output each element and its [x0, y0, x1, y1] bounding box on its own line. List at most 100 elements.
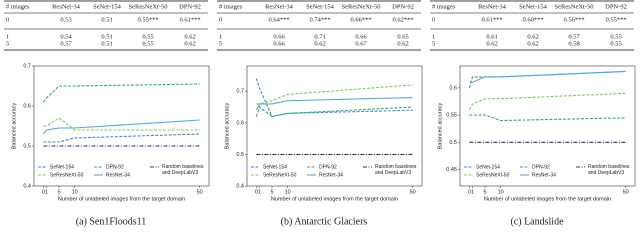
y-tick-label: 0.5: [449, 140, 457, 146]
y-tick-label: 0.55: [446, 113, 457, 119]
table-cell: 0.62: [527, 33, 538, 40]
caption: (c) Landslide: [510, 216, 564, 227]
legend-label: SeNet-154: [263, 164, 287, 170]
series-line: [255, 97, 413, 111]
series-line: [43, 117, 200, 131]
y-tick-label: 0.45: [446, 167, 457, 173]
y-tick-label: 0.6: [23, 103, 31, 109]
table-cell: 0.60***: [522, 16, 543, 23]
table-header: SeResNeXt-50: [555, 3, 594, 10]
table-cell: 0.51: [101, 40, 112, 47]
table-cell: 5: [6, 40, 9, 47]
table-header: SeNet-154: [306, 3, 335, 10]
table-header: ResNet-34: [265, 3, 294, 10]
series-line: [255, 78, 413, 118]
table-cell: 5: [219, 40, 222, 47]
table-cell: 0: [432, 16, 435, 23]
table-cell: 0.62: [486, 40, 497, 47]
legend-label: DPN-92: [319, 164, 337, 170]
table-header: SeResNeXt-50: [129, 3, 168, 10]
table-cell: 0.62: [527, 40, 538, 47]
table-header: ResNet-34: [478, 3, 507, 10]
legend-label: ResNet-34: [319, 172, 343, 178]
table-header: # images: [219, 3, 243, 10]
x-axis-label: Number of unlabeled images from the targ…: [58, 196, 185, 202]
table-cell: 0.54: [60, 33, 72, 40]
y-axis-label: Balanced accuracy: [11, 103, 17, 150]
table-header: DPN-92: [179, 3, 201, 10]
table-cell: 0.53: [60, 16, 71, 23]
y-tick-label: 0.7: [236, 89, 244, 95]
y-axis-label: Balanced accuracy: [224, 103, 230, 150]
table-cell: 0.65: [397, 33, 408, 40]
legend-label: SeResNeXt-50: [263, 172, 297, 178]
y-tick-label: 0.5: [23, 143, 31, 149]
table-cell: 0.64***: [268, 16, 289, 23]
legend-label: SeNet-154: [476, 164, 500, 170]
x-tick-label: 50: [410, 189, 416, 195]
table-cell: 0.66: [273, 33, 285, 40]
x-tick-label: 1: [45, 189, 48, 195]
caption: (a) Sen1Floods11: [76, 216, 146, 227]
x-tick-label: 0: [42, 189, 45, 195]
table-cell: 1: [6, 33, 9, 40]
table-cell: 1: [219, 33, 222, 40]
caption: (b) Antarctic Glaciers: [281, 216, 368, 227]
table-cell: 0.62: [184, 33, 195, 40]
plot-area: [246, 65, 423, 187]
x-tick-label: 50: [197, 189, 203, 195]
table-cell: 0.51: [101, 33, 112, 40]
series-line: [468, 92, 626, 110]
table-header: DPN-92: [605, 3, 627, 10]
legend-label: DPN-92: [106, 164, 124, 170]
y-tick-label: 0.7: [23, 63, 31, 69]
series-line: [42, 119, 200, 135]
x-tick-label: 10: [285, 189, 291, 195]
table-cell: 0.66: [273, 40, 285, 47]
table-cell: 0.66***: [350, 16, 371, 23]
table-cell: 0.56***: [563, 16, 584, 23]
x-axis-label: Number of unlabeled images from the targ…: [271, 196, 398, 202]
table-header: # images: [6, 3, 30, 10]
table-cell: 0.55***: [137, 16, 158, 23]
plot-area: [33, 65, 210, 187]
table-cell: 0.74***: [309, 16, 330, 23]
table-cell: 0.62: [397, 40, 408, 47]
table-cell: 0.55: [610, 33, 621, 40]
y-tick-label: 0.5: [236, 152, 244, 158]
legend-label: Random baselines and DeepLabV3: [162, 164, 204, 176]
y-tick-label: 0.4: [236, 183, 244, 189]
table-cell: 0.51: [101, 16, 112, 23]
table-cell: 0.67: [355, 40, 367, 47]
legend-label: SeResNeXt-50: [50, 172, 84, 178]
y-tick-label: 0.6: [236, 120, 244, 126]
series-line: [43, 133, 200, 143]
table-cell: 0.71: [314, 33, 325, 40]
table-cell: 0.55: [142, 40, 153, 47]
x-tick-label: 0: [468, 189, 471, 195]
table-header: ResNet-34: [52, 3, 81, 10]
figure: # images ResNet-34 SeNet-154 SeResNeXt-50 DP…: [4, 0, 636, 227]
table-cell: 0.55***: [605, 16, 626, 23]
legend-label: SeNet-154: [50, 164, 74, 170]
x-tick-label: 5: [57, 189, 60, 195]
table-header: SeResNeXt-50: [342, 3, 381, 10]
series-line: [42, 83, 200, 103]
table-header: SeNet-154: [519, 3, 548, 10]
table-header: # images: [432, 3, 456, 10]
table-cell: 0.61***: [179, 16, 200, 23]
legend-label: DPN-92: [532, 164, 550, 170]
table-cell: 0.62: [184, 40, 195, 47]
table-cell: 0.55: [610, 40, 621, 47]
table-cell: 5: [432, 40, 435, 47]
legend-label: Random baselines and DeepLabV3: [375, 164, 417, 176]
legend-label: ResNet-34: [532, 172, 556, 178]
x-tick-label: 50: [623, 189, 629, 195]
x-tick-label: 5: [483, 189, 486, 195]
table-cell: 0.62***: [392, 16, 413, 23]
y-tick-label: 0.6: [449, 85, 457, 91]
series-line: [468, 70, 626, 88]
table-cell: 0.62: [314, 40, 325, 47]
x-tick-label: 10: [72, 189, 78, 195]
x-axis-label: Number of unlabeled images from the targ…: [484, 196, 611, 202]
